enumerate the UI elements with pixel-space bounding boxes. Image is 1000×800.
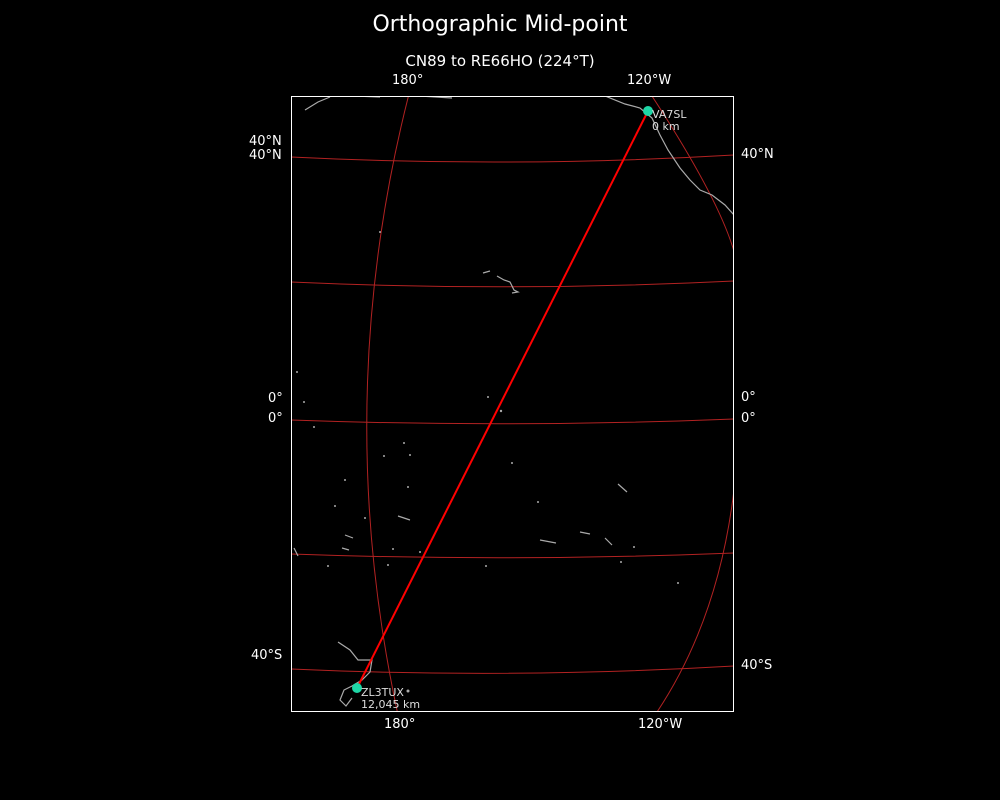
tick-left-40s: 40°S [251,648,283,663]
north-america-coast [604,96,734,216]
station-call-zl3tux: ZL3TUX [361,686,404,699]
great-circle-path [356,110,649,689]
station-call-va7sl: VA7SL [652,108,687,121]
tick-left-40n: 40°N [249,134,282,149]
tick-left-0: 0° [268,411,283,426]
station-marker-zl3tux [352,683,362,693]
parallel-40n [291,154,734,163]
tick-bottom-180: 180° [384,717,416,732]
meridian-180 [366,96,410,712]
map-frame [291,96,734,712]
parallel-40s [291,665,734,674]
hawaii [482,270,520,294]
tick-top-120w: 120°W [627,73,672,88]
station-distance-zl3tux: 12,045 km [361,698,420,711]
tick-right-0: 0° [741,390,756,405]
tick-right-0: 0° [741,411,756,426]
map-title: Orthographic Mid-point [372,12,628,37]
coastline [293,96,734,707]
meridian-120w [651,96,734,712]
graticule [291,96,734,712]
tick-bottom-120w: 120°W [638,717,683,732]
parallel-20s [291,552,734,559]
station-marker-va7sl [643,106,653,116]
small-islands [296,231,679,693]
parallel-0 [291,418,734,425]
station-distance-va7sl: 0 km [652,120,680,133]
tick-right-40s: 40°S [741,658,773,673]
map-subtitle: CN89 to RE66HO (224°T) [405,52,595,70]
pacific-islands [293,483,628,557]
tick-left-40n: 40°N [249,148,282,163]
tick-top-180: 180° [392,73,424,88]
asia-coast [304,96,453,111]
tick-left-0: 0° [268,391,283,406]
tick-right-40n: 40°N [741,147,774,162]
